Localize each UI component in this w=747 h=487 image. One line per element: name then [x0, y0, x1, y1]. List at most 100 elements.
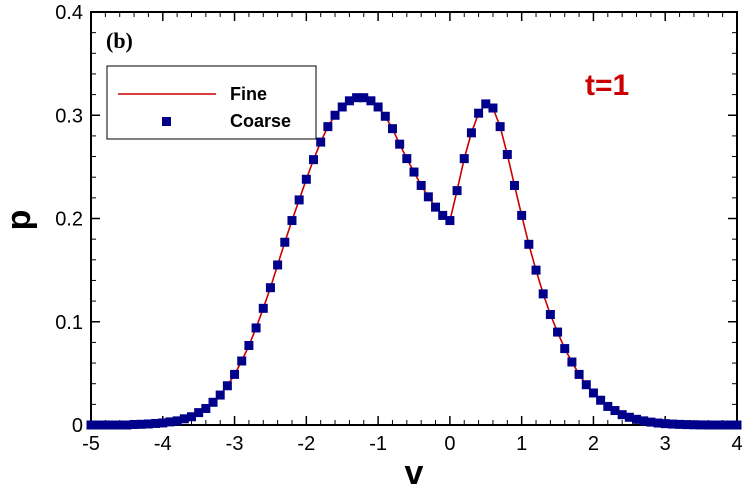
legend-coarse-marker — [162, 117, 171, 126]
coarse-point — [108, 420, 118, 430]
x-tick-label: 4 — [731, 433, 742, 455]
y-tick-label: 0.3 — [55, 105, 83, 127]
x-tick-labels: -5 -4 -3 -2 -1 0 1 2 3 4 — [82, 433, 742, 455]
coarse-point — [588, 388, 598, 398]
coarse-point — [172, 416, 182, 426]
coarse-point — [438, 210, 448, 220]
x-tick-label: 1 — [516, 433, 527, 455]
coarse-point — [122, 420, 132, 430]
coarse-point — [703, 420, 713, 430]
coarse-point — [395, 139, 405, 149]
coarse-point — [481, 99, 491, 109]
coarse-point — [495, 122, 505, 132]
coarse-point — [359, 93, 369, 103]
coarse-point — [416, 180, 426, 190]
coarse-point — [309, 155, 319, 165]
y-tick-label: 0 — [72, 415, 83, 437]
coarse-point — [689, 420, 699, 430]
coarse-point — [265, 283, 275, 293]
coarse-point — [653, 418, 663, 428]
coarse-point — [323, 122, 333, 132]
y-tick-label: 0.2 — [55, 209, 83, 231]
coarse-point — [330, 110, 340, 120]
y-tick-label: 0.4 — [55, 2, 83, 24]
coarse-point — [194, 408, 204, 418]
coarse-point — [660, 419, 670, 429]
y-axis-title: p — [0, 210, 38, 231]
coarse-point — [617, 410, 627, 420]
coarse-point — [294, 195, 304, 205]
coarse-point — [230, 369, 240, 379]
y-tick-label: 0.1 — [55, 312, 83, 334]
coarse-point — [553, 327, 563, 337]
x-tick-label: -4 — [154, 433, 172, 455]
legend-fine-label: Fine — [230, 84, 267, 104]
coarse-point — [509, 180, 519, 190]
coarse-point — [452, 186, 462, 196]
coarse-point — [502, 149, 512, 159]
coarse-point — [258, 303, 268, 313]
coarse-point — [409, 167, 419, 177]
coarse-point — [402, 154, 412, 164]
coarse-point — [531, 265, 541, 275]
coarse-point — [151, 418, 161, 428]
coarse-point — [596, 395, 606, 405]
coarse-point — [280, 237, 290, 247]
coarse-point — [567, 357, 577, 367]
coarse-point — [136, 419, 146, 429]
coarse-point — [603, 401, 613, 411]
coarse-point — [158, 418, 168, 428]
coarse-point — [273, 260, 283, 270]
coarse-point — [165, 417, 175, 427]
coarse-point — [718, 420, 728, 430]
coarse-point — [352, 93, 362, 103]
coarse-point — [115, 420, 125, 430]
coarse-point — [524, 239, 534, 249]
coarse-point — [574, 369, 584, 379]
coarse-point — [373, 102, 383, 112]
coarse-point — [538, 289, 548, 299]
coarse-point — [732, 420, 742, 430]
x-tick-label: -1 — [369, 433, 387, 455]
coarse-point — [129, 419, 139, 429]
coarse-point — [624, 412, 634, 422]
coarse-point — [459, 154, 469, 164]
x-tick-label: 0 — [444, 433, 455, 455]
coarse-point — [201, 403, 211, 413]
x-tick-label: -3 — [226, 433, 244, 455]
coarse-point — [710, 420, 720, 430]
coarse-point — [316, 137, 326, 147]
time-annotation: t=1 — [585, 69, 629, 102]
legend-box — [106, 65, 317, 140]
coarse-point — [682, 420, 692, 430]
fine-series-line — [91, 96, 737, 426]
panel-label: (b) — [106, 28, 133, 53]
x-tick-label: -2 — [297, 433, 315, 455]
coarse-point — [208, 397, 218, 407]
x-tick-label: -5 — [82, 433, 100, 455]
coarse-point — [445, 216, 455, 226]
coarse-point — [517, 210, 527, 220]
coarse-point — [86, 420, 96, 430]
x-tick-label: 3 — [660, 433, 671, 455]
coarse-point — [387, 124, 397, 134]
legend-coarse-label: Coarse — [230, 111, 291, 131]
coarse-point — [667, 419, 677, 429]
coarse-point — [186, 412, 196, 422]
coarse-point — [431, 202, 441, 212]
coarse-point — [610, 406, 620, 416]
coarse-point — [545, 310, 555, 320]
coarse-point — [287, 216, 297, 226]
coarse-point — [675, 419, 685, 429]
x-tick-label: 2 — [588, 433, 599, 455]
coarse-point — [237, 356, 247, 366]
coarse-point — [632, 414, 642, 424]
coarse-point — [179, 414, 189, 424]
coarse-point — [301, 174, 311, 184]
series-layer — [86, 93, 742, 430]
coarse-point — [366, 96, 376, 106]
coarse-point — [380, 111, 390, 121]
coarse-point — [93, 420, 103, 430]
coarse-point — [474, 108, 484, 118]
